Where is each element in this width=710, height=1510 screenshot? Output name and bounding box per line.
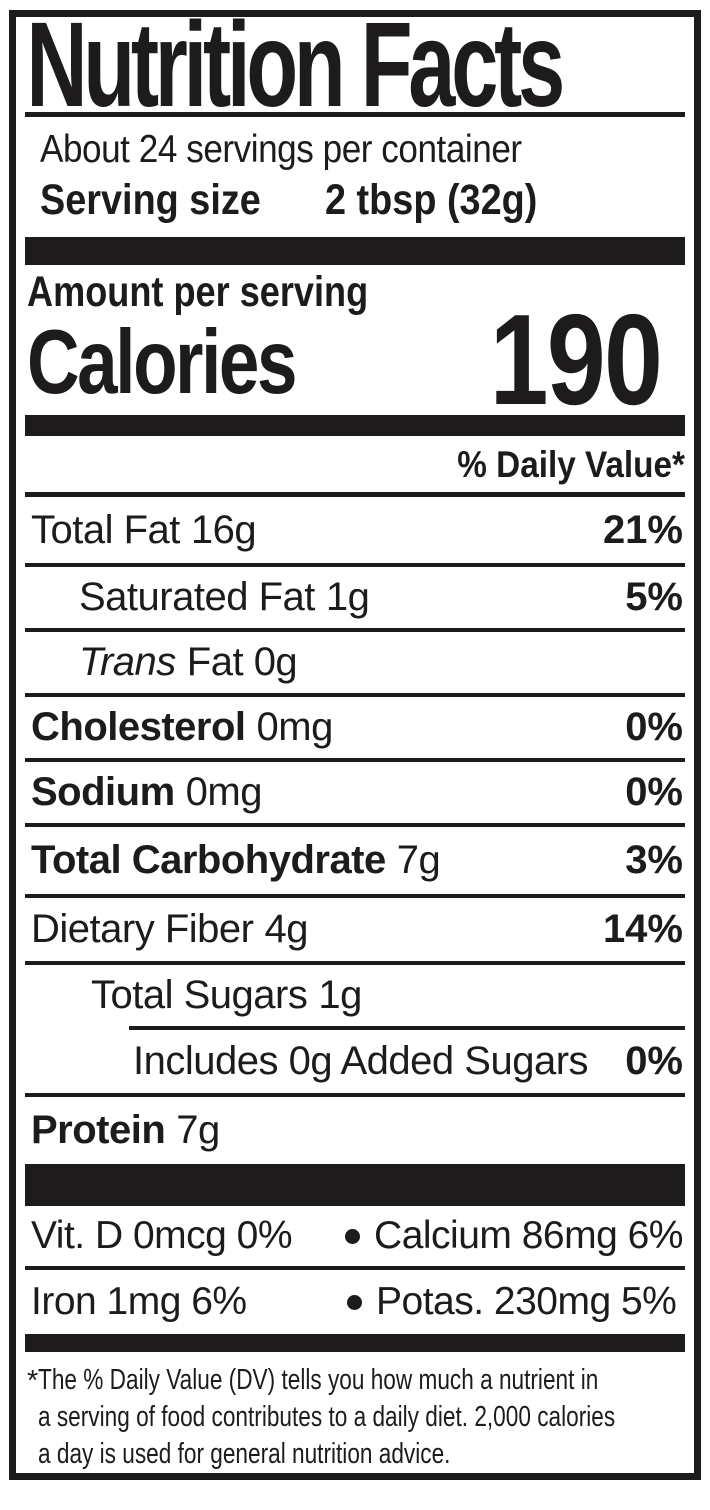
nutrient-name: Protein [31, 1108, 166, 1152]
calories-label: Calories [27, 312, 298, 413]
servings-per-container: About 24 servings per container [40, 128, 522, 171]
nutrient-name: Cholesterol [31, 705, 246, 749]
serving-size-line: Serving size 2 tbsp (32g) [40, 174, 685, 226]
potassium-value: Potas. 230mg 5% [376, 1280, 677, 1323]
row-sodium: Sodium 0mg 0% [25, 762, 685, 827]
row-added-sugars: Includes 0g Added Sugars 0% [25, 1030, 685, 1097]
micronutrient-row-2: Iron 1mg 6% Potas. 230mg 5% [25, 1270, 685, 1334]
calcium-value: Calcium 86mg 6% [374, 1214, 683, 1257]
serving-size-value: 2 tbsp (32g) [324, 176, 538, 224]
nutrient-amount: 7g [396, 838, 441, 882]
row-trans-fat: Trans Fat 0g [25, 632, 685, 697]
vitamin-d-value: Vit. D 0mcg 0% [31, 1214, 293, 1257]
nutrient-dv: 0% [625, 705, 683, 749]
nutrient-amount: 7g [176, 1108, 220, 1152]
micronutrient-row-1: Vit. D 0mcg 0% Calcium 86mg 6% [25, 1206, 685, 1270]
label-inner: Nutrition Facts About 24 servings per co… [16, 0, 694, 1473]
nutrient-amount: 16g [190, 507, 257, 552]
title-section: Nutrition Facts [25, 0, 685, 132]
row-total-fat: Total Fat 16g 21% [25, 497, 685, 567]
nutrient-amount: 4g [264, 907, 308, 951]
label-title: Nutrition Facts [26, 0, 565, 132]
nutrient-dv: 3% [625, 838, 683, 882]
nutrient-name: Trans [79, 640, 176, 684]
nutrient-amount: 1g [325, 575, 370, 619]
thick-divider-top [25, 237, 685, 265]
nutrient-amount: 1g [318, 973, 362, 1017]
row-total-sugars: Total Sugars 1g [25, 965, 685, 1026]
nutrient-dv: 0% [625, 1039, 683, 1083]
medium-divider-footnote [25, 1334, 685, 1352]
row-dietary-fiber: Dietary Fiber 4g 14% [25, 898, 685, 965]
nutrient-name: Dietary Fiber [31, 907, 254, 951]
nutrition-facts-label: Nutrition Facts About 24 servings per co… [9, 0, 701, 1480]
nutrient-dv: 0% [625, 770, 683, 814]
nutrient-name: Saturated Fat [79, 575, 315, 619]
row-saturated-fat: Saturated Fat 1g 5% [25, 567, 685, 632]
added-sugars-partial-rule [129, 1026, 685, 1030]
nutrient-amount: Fat 0g [186, 640, 298, 684]
footnote-line: a serving of food contributes to a daily… [38, 1401, 616, 1433]
nutrient-amount: 0mg [256, 705, 334, 749]
footnote-line: a day is used for general nutrition advi… [38, 1438, 451, 1470]
daily-value-header-section: % Daily Value* [25, 436, 685, 497]
bullet-icon [330, 1228, 374, 1244]
footnote-section: * The % Daily Value (DV) tells you how m… [25, 1352, 685, 1473]
nutrient-amount: 0mg [185, 770, 263, 814]
footnote-line: The % Daily Value (DV) tells you how muc… [38, 1364, 599, 1396]
row-protein: Protein 7g [25, 1097, 685, 1164]
nutrient-dv: 14% [602, 907, 683, 951]
iron-value: Iron 1mg 6% [31, 1280, 247, 1323]
footnote-text: The % Daily Value (DV) tells you how muc… [38, 1362, 615, 1473]
serving-size-label: Serving size [40, 176, 261, 224]
calories-value: 190 [489, 288, 662, 432]
nutrient-name: Includes 0g Added Sugars [133, 1039, 589, 1083]
nutrient-name: Total Sugars [91, 973, 308, 1017]
row-cholesterol: Cholesterol 0mg 0% [25, 697, 685, 762]
amount-per-serving-label: Amount per serving [27, 268, 369, 316]
footnote-asterisk: * [27, 1365, 39, 1397]
medium-divider-calories [25, 415, 685, 436]
nutrient-name: Total Carbohydrate [31, 838, 386, 882]
row-total-carbohydrate: Total Carbohydrate 7g 3% [25, 827, 685, 898]
calories-section: Amount per serving Calories 190 [25, 265, 685, 432]
serving-info-section: About 24 servings per container Serving … [25, 117, 685, 237]
bullet-icon [332, 1294, 376, 1310]
nutrient-dv: 21% [602, 507, 683, 552]
daily-value-header: % Daily Value* [457, 444, 685, 485]
nutrient-name: Sodium [31, 770, 175, 814]
thick-divider-protein [25, 1164, 685, 1206]
nutrient-dv: 5% [625, 575, 683, 619]
nutrient-name: Total Fat [31, 507, 180, 552]
